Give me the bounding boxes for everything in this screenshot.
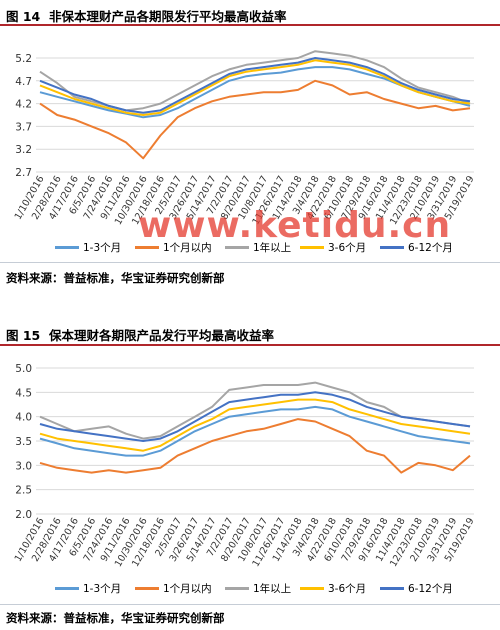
legend-label: 1个月以内: [163, 582, 212, 595]
line-chart-14: 2.73.23.74.24.75.21/10/20162/28/20164/17…: [13, 50, 477, 227]
y-tick-label: 5.2: [15, 53, 32, 65]
source-note: 资料来源：普益标准，华宝证券研究创新部: [6, 611, 225, 625]
legend-label: 1-3个月: [83, 582, 122, 595]
legend-item: 3-6个月: [300, 578, 366, 598]
legend-swatch: [380, 586, 404, 590]
source-rule: [0, 262, 500, 263]
legend-label: 1个月以内: [163, 241, 212, 254]
y-tick-label: 4.2: [15, 99, 32, 111]
series-line-5: [39, 57, 471, 114]
legend-item: 1-3个月: [55, 237, 121, 257]
line-chart-15: 2.02.53.03.54.04.55.01/10/20162/28/20164…: [13, 363, 477, 569]
y-tick-label: 4.0: [15, 412, 32, 424]
legend-swatch: [55, 586, 79, 590]
legend-label: 6-12个月: [408, 241, 453, 254]
legend-item: 1年以上: [225, 237, 291, 257]
series-line-5: [39, 391, 471, 442]
y-tick-label: 4.5: [15, 387, 32, 399]
legend-swatch: [55, 245, 79, 249]
series-line-4: [39, 59, 471, 116]
legend-swatch: [135, 245, 159, 249]
chart-title: 图 15 保本理财各期限产品发行平均最高收益率: [6, 328, 274, 343]
chart-panel-15: 图 15 保本理财各期限产品发行平均最高收益率 2.0 2.5 3.0 3.5 4.0 4…: [0, 316, 500, 630]
y-tick-label: 2.5: [15, 485, 32, 497]
legend-swatch: [300, 586, 324, 590]
legend-item: 3-6个月: [300, 237, 366, 257]
series-line-4: [39, 398, 471, 452]
legend-item: 1个月以内: [135, 578, 212, 598]
legend-swatch: [380, 245, 404, 249]
y-tick-label: 3.0: [15, 460, 32, 472]
series-line-2: [39, 418, 471, 474]
legend: 1-3个月 1个月以内 1年以上 3-6个月 6-12个月: [0, 237, 500, 257]
legend-label: 3-6个月: [328, 582, 367, 595]
source-rule: [0, 604, 500, 605]
y-tick-label: 3.5: [15, 436, 32, 448]
title-rule: [0, 344, 500, 346]
legend-label: 1-3个月: [83, 241, 122, 254]
source-note: 资料来源：普益标准，华宝证券研究创新部: [6, 271, 225, 285]
legend-item: 1-3个月: [55, 578, 121, 598]
legend-item: 6-12个月: [380, 237, 453, 257]
y-tick-label: 5.0: [15, 363, 32, 375]
y-tick-label: 3.7: [15, 121, 32, 133]
legend-label: 1年以上: [253, 241, 292, 254]
legend-item: 1年以上: [225, 578, 291, 598]
legend-swatch: [225, 245, 249, 249]
y-tick-label: 4.7: [15, 76, 32, 88]
y-tick-label: 2.7: [15, 167, 32, 179]
legend-swatch: [225, 586, 249, 590]
y-tick-label: 2.0: [15, 509, 32, 521]
legend-label: 3-6个月: [328, 241, 367, 254]
title-rule: [0, 24, 500, 26]
watermark: www.ketidu.cn: [138, 205, 452, 246]
legend-item: 1个月以内: [135, 237, 212, 257]
legend-swatch: [135, 586, 159, 590]
chart-panel-14: 图 14 非保本理财产品各期限发行平均最高收益率 2.7 3.2 3.7 4.2 4.7…: [0, 9, 500, 285]
chart-title: 图 14 非保本理财产品各期限发行平均最高收益率: [6, 9, 287, 24]
series-line-1: [39, 405, 471, 457]
y-tick-label: 3.2: [15, 144, 32, 156]
series-line-2: [39, 79, 471, 160]
legend-item: 6-12个月: [380, 578, 453, 598]
legend-label: 6-12个月: [408, 582, 453, 595]
legend: 1-3个月 1个月以内 1年以上 3-6个月 6-12个月: [0, 578, 500, 598]
legend-swatch: [300, 245, 324, 249]
series-line-1: [39, 66, 471, 119]
legend-label: 1年以上: [253, 582, 292, 595]
